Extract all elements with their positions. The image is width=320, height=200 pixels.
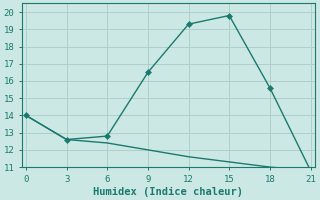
X-axis label: Humidex (Indice chaleur): Humidex (Indice chaleur) — [93, 186, 243, 197]
